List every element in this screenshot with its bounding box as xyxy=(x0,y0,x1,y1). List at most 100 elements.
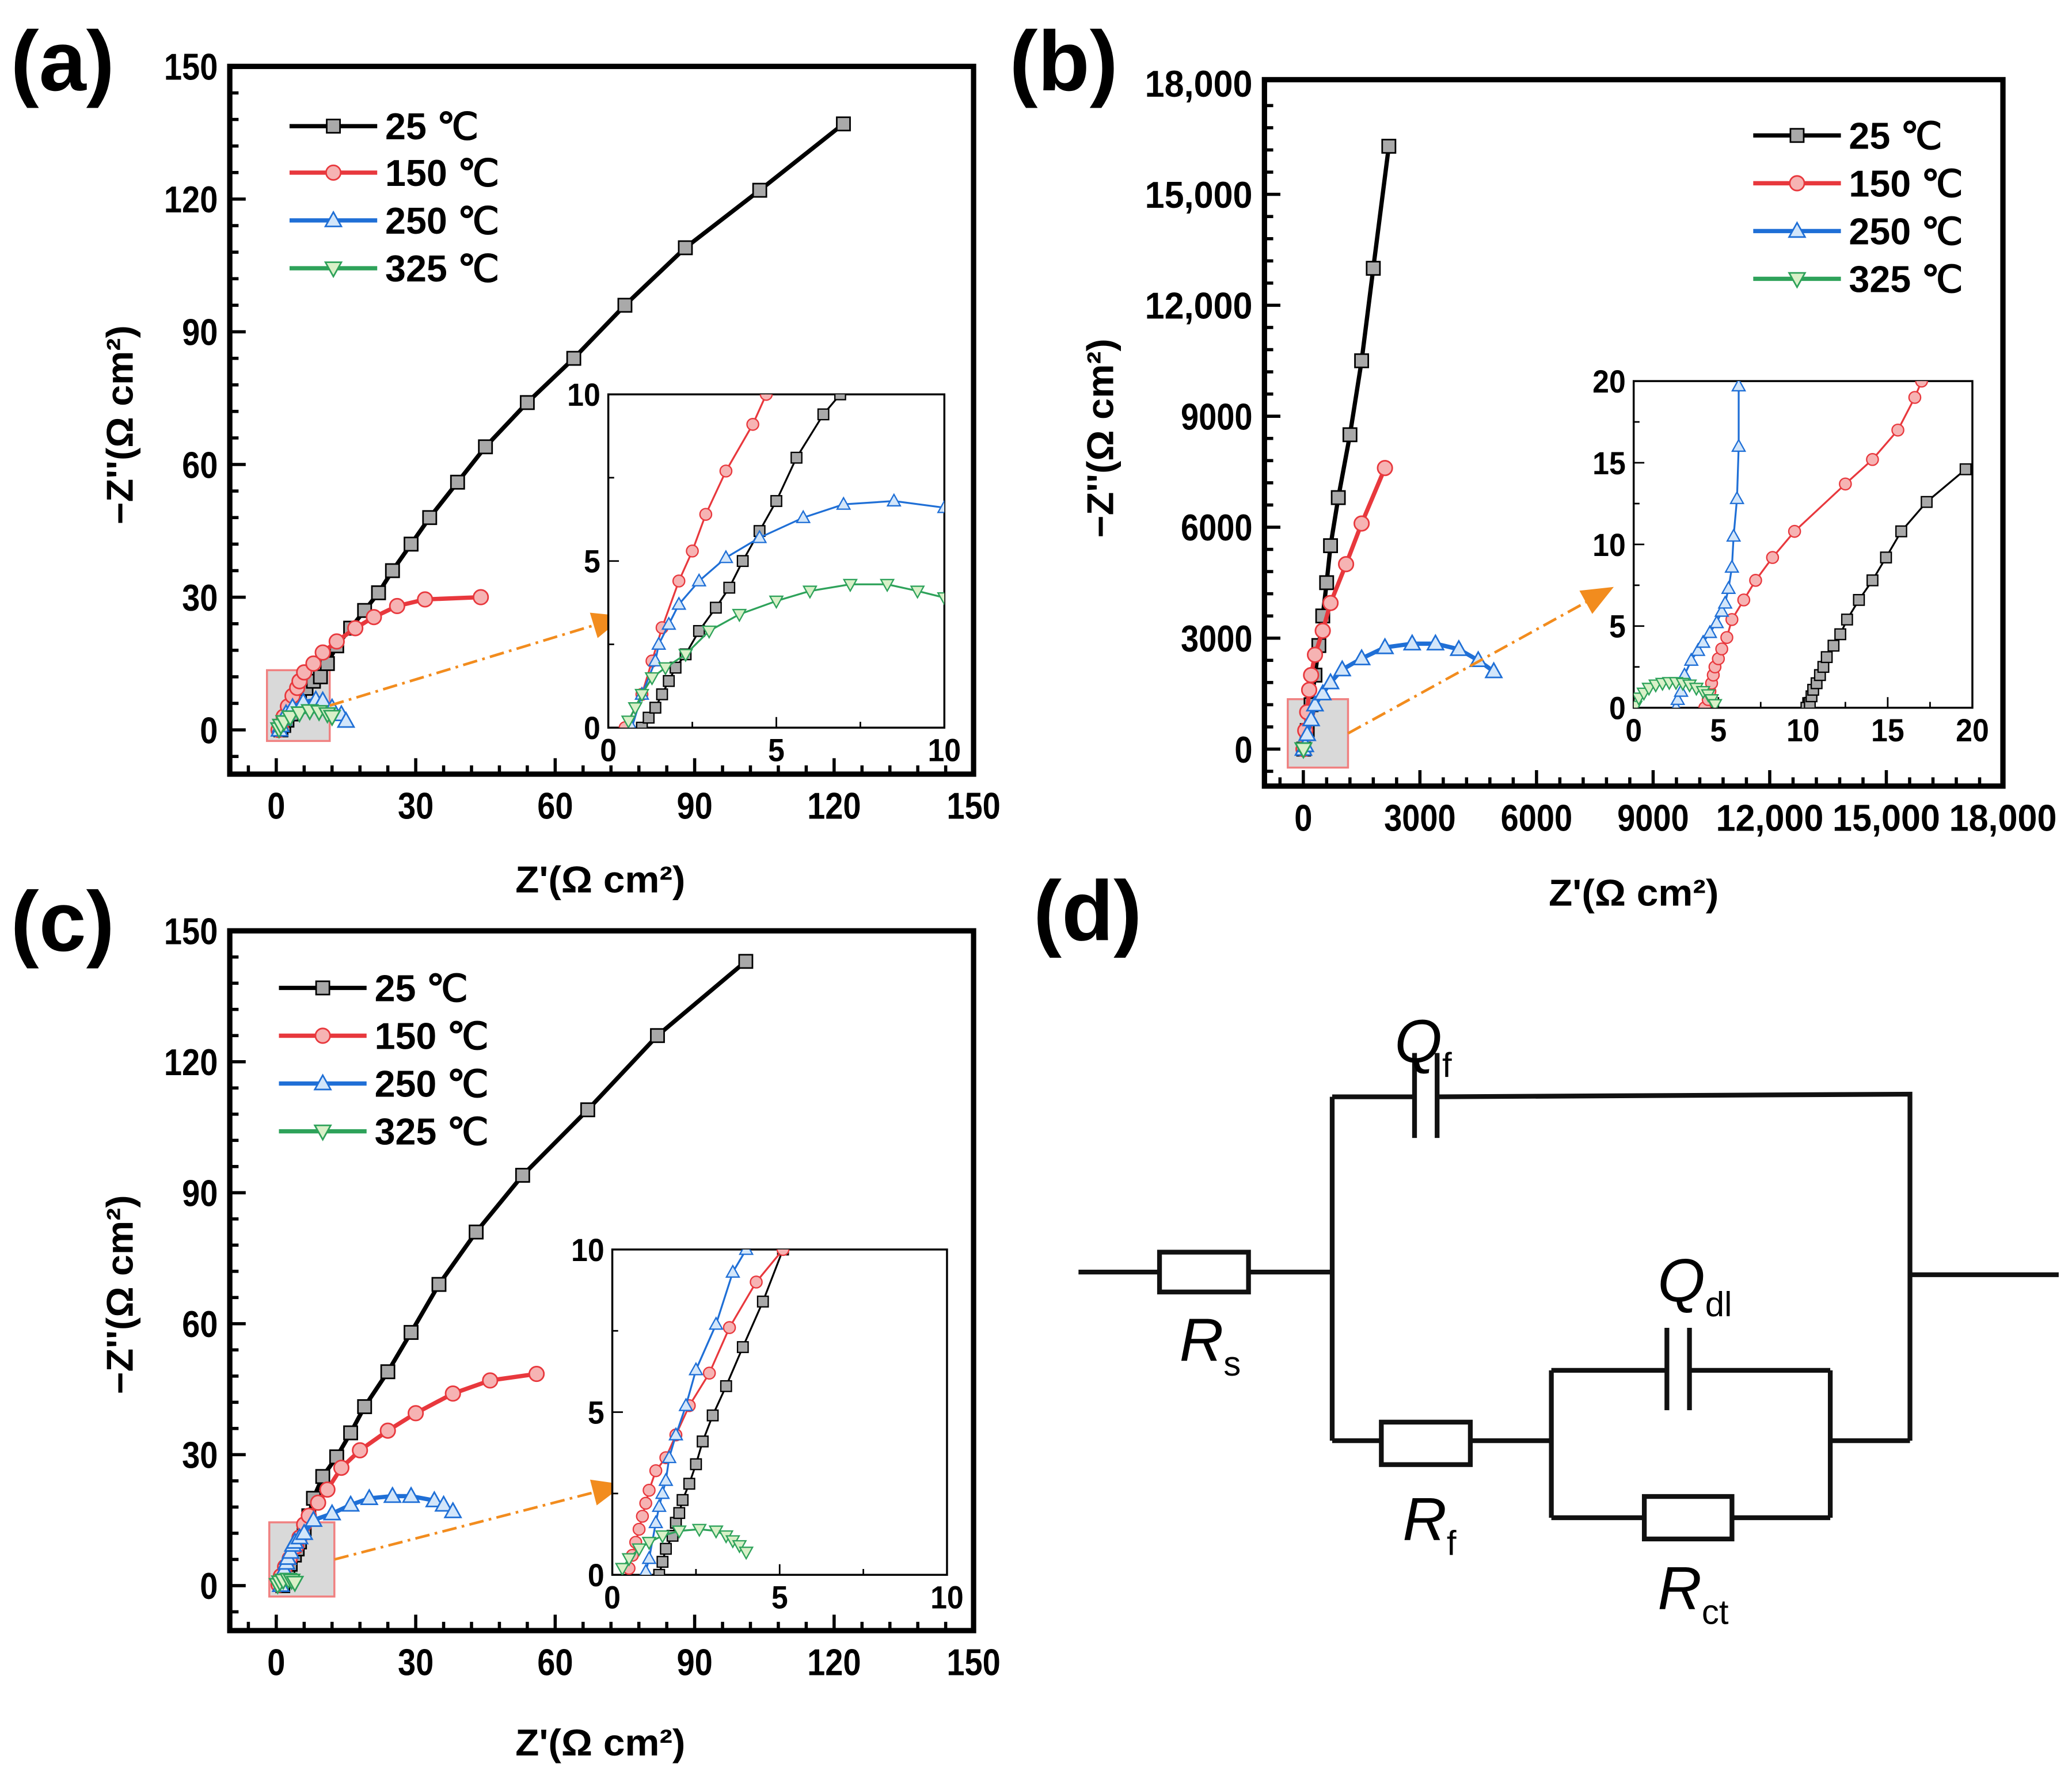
x-tick-label: 0 xyxy=(600,732,617,768)
panel-label-d: (d) xyxy=(1033,863,1142,958)
data-point-triangle-up xyxy=(691,573,707,586)
data-point-triangle-down xyxy=(313,1124,332,1141)
zoom-arrow-line xyxy=(1347,601,1587,735)
data-point-square xyxy=(693,624,705,637)
data-point-triangle-up xyxy=(725,1264,740,1278)
data-point-triangle-up xyxy=(651,1498,667,1512)
y-tick-label: 30 xyxy=(182,1435,218,1476)
label-qf-main: Q xyxy=(1394,1008,1442,1076)
data-point-circle xyxy=(1891,423,1904,437)
data-point-circle xyxy=(528,1366,545,1382)
x-tick-label: 5 xyxy=(768,732,785,768)
x-tick-label: 90 xyxy=(676,786,712,827)
legend-label: 150 ℃ xyxy=(1849,163,1963,204)
y-axis-label: −Z''(Ω cm²) xyxy=(100,1195,141,1394)
panel-label-a: (a) xyxy=(10,14,114,109)
data-point-circle xyxy=(672,574,686,588)
data-point-triangle-down xyxy=(732,608,747,623)
data-point-triangle-up xyxy=(295,1523,314,1540)
label-qdl: Qdl xyxy=(1657,1247,1732,1323)
y-tick-label: 6000 xyxy=(1181,507,1253,549)
data-point-circle xyxy=(1314,622,1331,639)
legend-item: 150 ℃ xyxy=(289,153,499,194)
x-tick-label: 120 xyxy=(807,1642,861,1684)
data-point-circle xyxy=(352,1442,368,1458)
x-tick-label: 9000 xyxy=(1617,797,1689,839)
data-point-circle xyxy=(1322,595,1339,611)
data-point-circle xyxy=(305,655,322,672)
data-point-square xyxy=(1366,261,1381,276)
data-point-square xyxy=(1319,575,1335,591)
data-point-square xyxy=(315,980,330,996)
circuit-wire-rc-branch xyxy=(1549,1368,1833,1521)
data-point-triangle-up xyxy=(1788,221,1807,238)
circuit-wire-top xyxy=(1332,1091,1913,1441)
data-point-square xyxy=(404,536,419,552)
data-point-triangle-down xyxy=(842,578,858,593)
data-point-triangle-up xyxy=(1731,381,1747,392)
y-tick-label: 90 xyxy=(182,312,218,353)
data-point-triangle-down xyxy=(324,261,343,279)
inset-frame xyxy=(1632,380,1974,709)
x-tick-label: 0 xyxy=(267,1642,285,1684)
data-point-square xyxy=(756,1295,769,1308)
data-point-square xyxy=(371,585,386,600)
x-tick-label: 60 xyxy=(537,786,573,827)
data-point-square xyxy=(1381,139,1397,154)
data-point-square xyxy=(663,675,675,687)
data-point-square xyxy=(656,1556,669,1568)
data-point-triangle-up xyxy=(1673,683,1689,697)
x-tick-label: 0 xyxy=(1625,713,1642,748)
data-point-square xyxy=(752,182,767,198)
data-point-triangle-up xyxy=(708,1316,724,1330)
y-tick-label: 12,000 xyxy=(1145,285,1253,327)
data-point-circle xyxy=(1338,556,1355,573)
data-point-square xyxy=(690,1458,702,1471)
data-point-square xyxy=(385,563,400,578)
data-point-triangle-down xyxy=(708,1525,724,1539)
zoom-arrow-line xyxy=(334,1491,594,1561)
data-point-square xyxy=(710,601,722,614)
data-point-triangle-up xyxy=(383,1486,402,1503)
legend-item: 325 ℃ xyxy=(289,248,499,290)
data-point-triangle-up xyxy=(1695,634,1711,648)
data-point-circle xyxy=(1908,391,1922,404)
data-point-triangle-up xyxy=(1714,603,1729,617)
data-point-triangle-down xyxy=(802,585,818,599)
legend-label: 150 ℃ xyxy=(375,1016,489,1057)
data-point-triangle-down xyxy=(691,1524,707,1537)
y-tick-label: 0 xyxy=(200,710,218,751)
label-qf-sub: f xyxy=(1442,1046,1452,1084)
data-point-square xyxy=(660,1543,672,1555)
data-point-circle xyxy=(1737,593,1751,607)
data-point-triangle-up xyxy=(739,1249,754,1255)
legend: 25 ℃ 150 ℃ 250 ℃ 325 ℃ xyxy=(279,968,489,1153)
x-tick-label: 10 xyxy=(927,732,961,768)
data-point-triangle-up xyxy=(1375,637,1394,654)
data-point-square xyxy=(1921,496,1933,508)
zoom-arrow-line xyxy=(329,624,595,707)
data-point-circle xyxy=(1720,631,1733,644)
x-tick-label: 3000 xyxy=(1384,797,1456,839)
capacitor-qf xyxy=(1412,1053,1440,1138)
data-point-circle xyxy=(1789,175,1805,192)
data-point-square xyxy=(1841,614,1853,626)
data-point-square xyxy=(678,240,693,256)
series-layer xyxy=(269,116,851,739)
data-point-triangle-down xyxy=(285,1575,305,1593)
series-triangle-up xyxy=(639,1249,754,1575)
data-point-triangle-down xyxy=(322,710,341,727)
data-point-square xyxy=(313,669,328,684)
data-point-triangle-down xyxy=(678,649,693,662)
capacitor-qdl xyxy=(1664,1328,1692,1411)
data-point-circle xyxy=(1303,666,1320,684)
data-point-triangle-down xyxy=(657,662,673,676)
data-point-triangle-up xyxy=(336,711,356,728)
data-point-triangle-up xyxy=(752,530,767,543)
chart-panel-a: 0 30 60 90 120 150 0 30 60 90 120 150 −Z''(Ω cm²) Z'(… xyxy=(100,47,1001,901)
zoom-arrow-head-icon xyxy=(1579,586,1614,614)
data-point-square xyxy=(1895,525,1907,538)
legend: 25 ℃ 150 ℃ 250 ℃ 325 ℃ xyxy=(1753,115,1963,300)
